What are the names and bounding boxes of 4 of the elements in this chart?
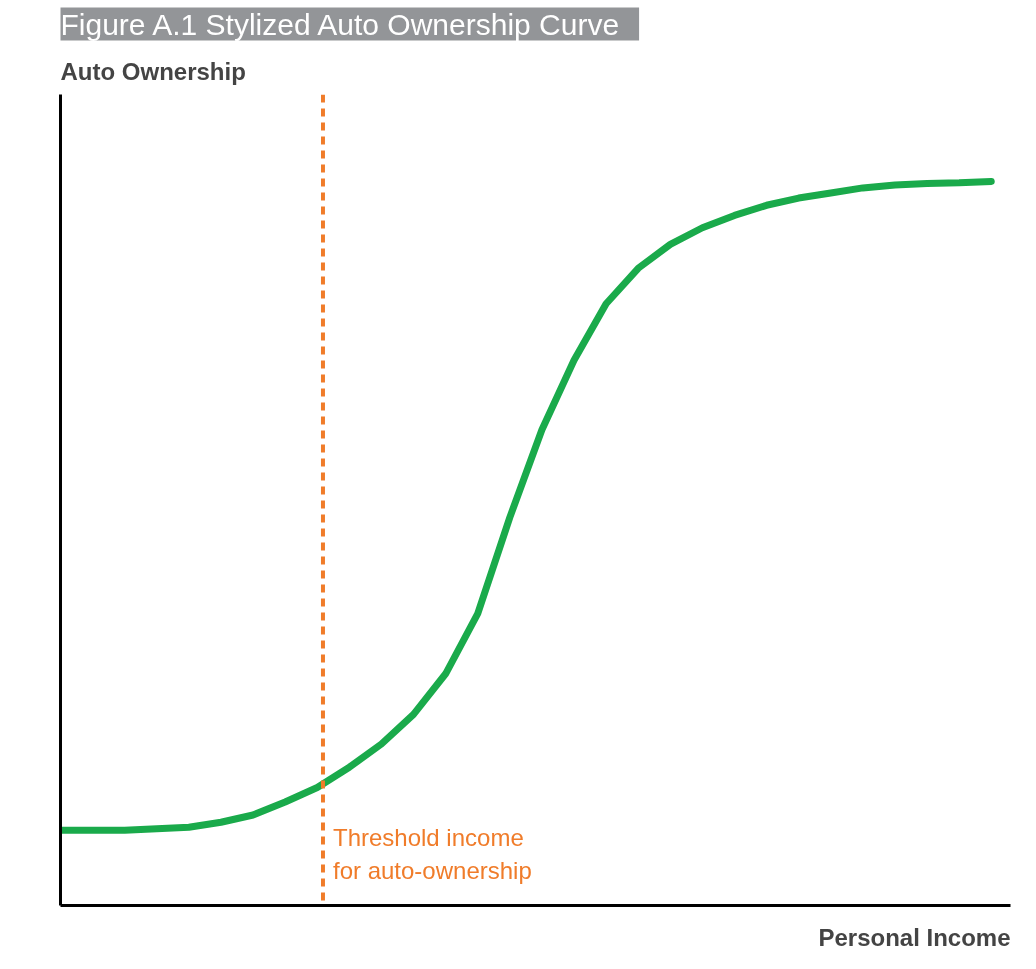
y-axis-title: Auto Ownership [60, 57, 246, 85]
annotation: Threshold income for auto-ownership [332, 824, 532, 884]
chart-title: Figure A.1 Stylized Auto Ownership Curve [60, 7, 620, 41]
x-axis-title: Personal Income [818, 923, 1011, 951]
